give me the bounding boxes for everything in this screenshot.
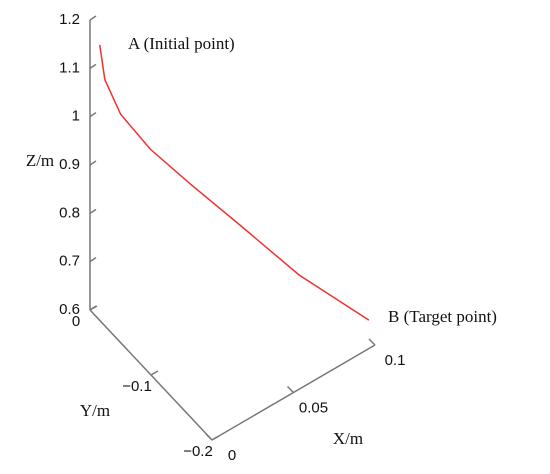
annotation: A (Initial point) <box>128 34 235 53</box>
z-tick-label: 0.9 <box>59 156 80 173</box>
y-tick-label: 0 <box>72 313 80 330</box>
x-tick-label: 0 <box>228 447 236 464</box>
z-tick <box>89 160 97 166</box>
z-tick <box>89 208 97 214</box>
y-tick <box>150 370 159 376</box>
z-tick <box>89 15 97 21</box>
z-tick-label: 0.8 <box>59 204 80 221</box>
x-axis-title: X/m <box>333 429 363 448</box>
y-tick-label: −0.1 <box>122 378 152 395</box>
z-tick <box>89 257 97 263</box>
x-tick-label: 0.1 <box>385 352 406 369</box>
z-tick-label: 0.7 <box>59 253 80 270</box>
z-tick-label: 1 <box>72 108 80 125</box>
y-axis-title: Y/m <box>80 401 110 420</box>
y-tick-label: −0.2 <box>183 443 213 460</box>
x-tick <box>286 385 295 394</box>
y-tick <box>211 435 220 441</box>
x-tick-label: 0.05 <box>299 399 328 416</box>
z-tick-label: 1.2 <box>59 11 80 28</box>
z-tick-label: 0.6 <box>59 301 80 318</box>
x-tick <box>368 338 376 346</box>
z-axis-title: Z/m <box>26 151 54 170</box>
x-tick <box>205 433 213 441</box>
z-tick-label: 1.1 <box>59 59 80 76</box>
z-tick <box>89 112 97 118</box>
annotation: B (Target point) <box>388 307 497 326</box>
y-tick <box>89 305 98 311</box>
trajectory <box>99 44 370 321</box>
z-tick <box>89 63 97 69</box>
